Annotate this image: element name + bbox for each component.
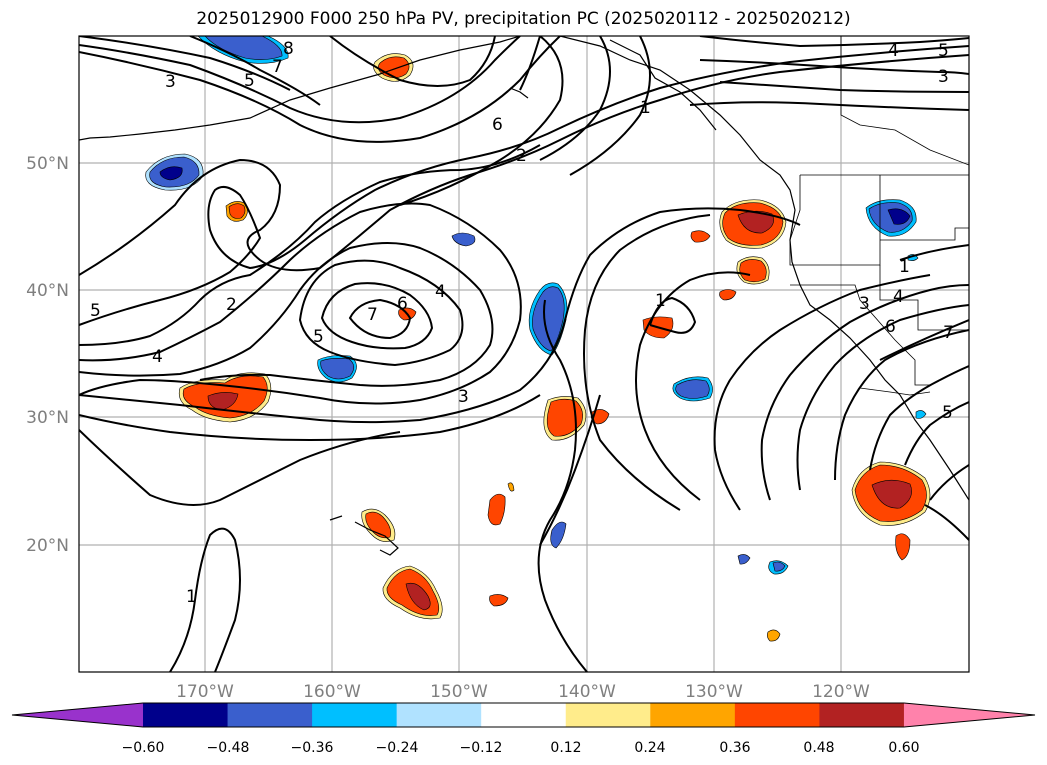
contour-label: 6 — [492, 115, 503, 135]
contour-label: 4 — [888, 41, 899, 61]
contour-label: 5 — [942, 403, 953, 423]
precip-blob — [719, 289, 737, 301]
contour-label: 6 — [397, 294, 408, 314]
colorbar-segment — [481, 703, 567, 727]
precip-blob — [768, 560, 789, 575]
precip-blob — [197, 36, 289, 64]
colorbar-outline — [11, 702, 1036, 728]
precip-blob — [528, 282, 568, 356]
contour-label: 4 — [893, 287, 904, 307]
colorbar-segment — [396, 703, 482, 727]
precip-blob — [895, 533, 911, 561]
precip-blob — [489, 594, 509, 607]
contour-label: 6 — [885, 317, 896, 337]
pv-contours — [79, 36, 969, 672]
contour-label: 5 — [938, 41, 949, 61]
contour-label: 5 — [313, 327, 324, 347]
contour-label: 4 — [152, 347, 163, 367]
contour-label: 7 — [272, 57, 283, 77]
contour-label: 1 — [640, 98, 651, 118]
colorbar-extend-min — [12, 703, 143, 727]
colorbar-tick-label: 0.36 — [719, 740, 750, 756]
contour-label: 1 — [899, 257, 910, 277]
map-title: 2025012900 F000 250 hPa PV, precipitatio… — [196, 9, 851, 29]
colorbar-tick-label: −0.48 — [207, 740, 250, 756]
colorbar-tick-label: −0.60 — [122, 740, 165, 756]
contour-label: 3 — [165, 72, 176, 92]
contour-label: 3 — [458, 387, 469, 407]
precip-blob — [736, 256, 770, 285]
gridlines — [79, 36, 969, 672]
longitude-labels: 170°W 160°W 150°W 140°W 130°W 120°W — [176, 682, 870, 702]
lon-label: 160°W — [303, 682, 361, 702]
lon-label: 140°W — [558, 682, 616, 702]
pv-contour-labels: 8 7 5 3 6 2 1 4 5 3 2 5 4 7 6 4 5 3 1 1 … — [90, 39, 954, 607]
borders — [789, 36, 969, 396]
precip-blob — [690, 230, 711, 243]
lon-label: 120°W — [812, 682, 870, 702]
precip-blob — [382, 565, 443, 620]
precip-blob — [225, 201, 248, 222]
precip-blob — [915, 410, 927, 419]
contour-label: 1 — [186, 587, 197, 607]
colorbar-extend-max — [903, 703, 1035, 727]
contour-label: 3 — [938, 67, 949, 87]
lon-label: 170°W — [176, 682, 234, 702]
colorbar-segment — [819, 703, 905, 727]
contour-label: 3 — [859, 294, 870, 314]
precip-blob — [451, 232, 476, 247]
colorbar-segment — [650, 703, 736, 727]
lat-label: 30°N — [26, 408, 69, 428]
map-frame — [78, 35, 970, 673]
colorbar-tick-label: −0.36 — [291, 740, 334, 756]
precip-blob — [145, 153, 204, 191]
colorbar — [11, 702, 1036, 728]
lat-label: 40°N — [26, 281, 69, 301]
contour-label: 5 — [90, 301, 101, 321]
colorbar-segment — [143, 703, 229, 727]
precip-blob — [672, 376, 713, 402]
lon-label: 130°W — [685, 682, 743, 702]
contour-label: 5 — [244, 71, 255, 91]
precip-blob — [767, 629, 781, 642]
precip-blob — [550, 521, 567, 549]
precip-negative — [145, 36, 927, 575]
precip-blob — [507, 482, 515, 492]
contour-label: 7 — [367, 305, 378, 325]
colorbar-tick-label: 0.12 — [550, 740, 581, 756]
colorbar-segment — [312, 703, 398, 727]
lon-label: 150°W — [430, 682, 488, 702]
contour-label: 4 — [435, 282, 446, 302]
colorbar-segment — [565, 703, 651, 727]
colorbar-segment — [227, 703, 313, 727]
colorbar-tick-label: 0.48 — [803, 740, 834, 756]
contour-label: 8 — [283, 39, 294, 59]
lat-label: 50°N — [26, 154, 69, 174]
colorbar-tick-label: −0.12 — [460, 740, 503, 756]
precip-blob — [737, 554, 751, 565]
precip-blob — [317, 355, 357, 383]
colorbar-segment — [734, 703, 820, 727]
precip-blob — [851, 461, 931, 526]
contour-label: 7 — [943, 323, 954, 343]
contour-label: 1 — [655, 291, 666, 311]
contour-label: 2 — [226, 295, 237, 315]
colorbar-tick-label: −0.24 — [376, 740, 419, 756]
precip-blob — [361, 508, 396, 542]
precip-blob — [719, 199, 787, 249]
colorbar-tick-labels: −0.60 −0.48 −0.36 −0.24 −0.12 0.12 0.24 … — [122, 740, 920, 756]
map-area: 8 7 5 3 6 2 1 4 5 3 2 5 4 7 6 4 5 3 1 1 … — [79, 36, 969, 672]
latitude-labels: 50°N 40°N 30°N 20°N — [26, 154, 69, 556]
contour-label: 2 — [516, 146, 527, 166]
colorbar-tick-label: 0.60 — [888, 740, 919, 756]
colorbar-tick-label: 0.24 — [634, 740, 665, 756]
lat-label: 20°N — [26, 536, 69, 556]
precip-blob — [487, 493, 506, 526]
